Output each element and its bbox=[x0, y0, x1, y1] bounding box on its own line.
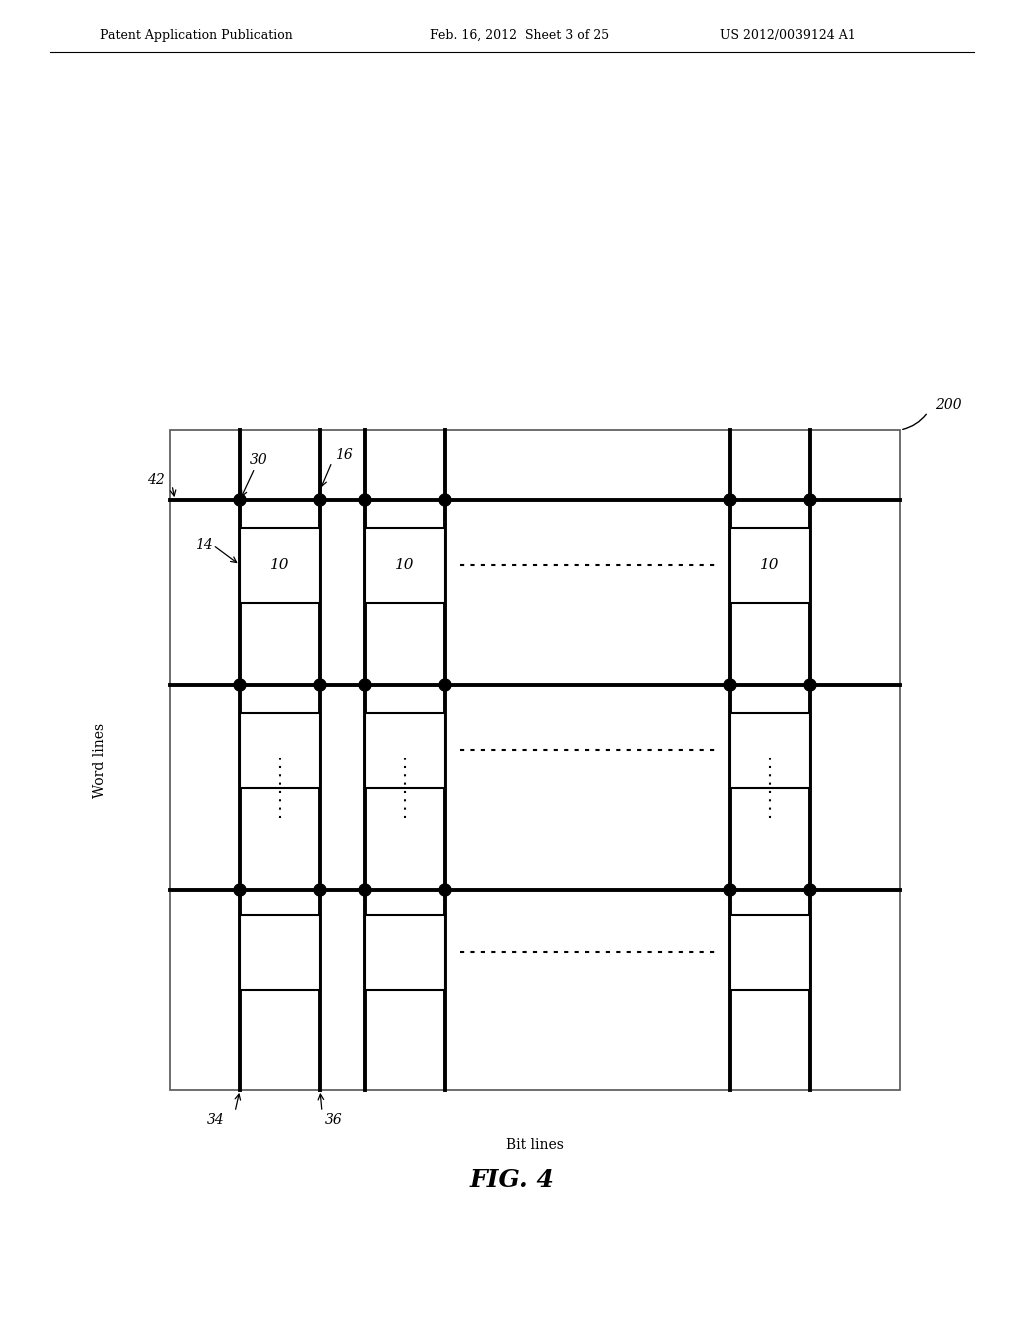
Text: 10: 10 bbox=[395, 558, 415, 572]
Circle shape bbox=[804, 678, 816, 690]
Circle shape bbox=[724, 884, 736, 896]
Text: FIG. 4: FIG. 4 bbox=[470, 1168, 554, 1192]
Bar bbox=[730, 528, 810, 602]
Bar bbox=[365, 528, 445, 602]
Text: 36: 36 bbox=[325, 1113, 343, 1127]
Text: Word lines: Word lines bbox=[93, 722, 106, 797]
Bar bbox=[365, 713, 445, 788]
Circle shape bbox=[234, 494, 246, 506]
Text: 34: 34 bbox=[207, 1113, 225, 1127]
Bar bbox=[730, 713, 810, 788]
Circle shape bbox=[804, 494, 816, 506]
Text: 42: 42 bbox=[147, 473, 165, 487]
Bar bbox=[365, 915, 445, 990]
Bar bbox=[240, 528, 319, 602]
Text: Feb. 16, 2012  Sheet 3 of 25: Feb. 16, 2012 Sheet 3 of 25 bbox=[430, 29, 609, 41]
Circle shape bbox=[359, 884, 371, 896]
Circle shape bbox=[724, 678, 736, 690]
Text: Patent Application Publication: Patent Application Publication bbox=[100, 29, 293, 41]
Circle shape bbox=[234, 678, 246, 690]
Bar bbox=[240, 915, 319, 990]
Bar bbox=[170, 430, 900, 1090]
Text: 10: 10 bbox=[270, 558, 290, 572]
Text: 14: 14 bbox=[195, 539, 213, 552]
Circle shape bbox=[314, 884, 326, 896]
Text: 10: 10 bbox=[760, 558, 779, 572]
Circle shape bbox=[439, 884, 451, 896]
Circle shape bbox=[314, 678, 326, 690]
Circle shape bbox=[359, 494, 371, 506]
Text: 30: 30 bbox=[250, 453, 267, 467]
Circle shape bbox=[359, 678, 371, 690]
Circle shape bbox=[804, 884, 816, 896]
Text: US 2012/0039124 A1: US 2012/0039124 A1 bbox=[720, 29, 856, 41]
Text: 16: 16 bbox=[335, 447, 352, 462]
Text: 200: 200 bbox=[935, 399, 962, 412]
Bar bbox=[730, 915, 810, 990]
Circle shape bbox=[439, 678, 451, 690]
Text: Bit lines: Bit lines bbox=[506, 1138, 564, 1152]
Circle shape bbox=[234, 884, 246, 896]
Circle shape bbox=[314, 494, 326, 506]
Bar bbox=[240, 713, 319, 788]
Circle shape bbox=[439, 494, 451, 506]
Circle shape bbox=[724, 494, 736, 506]
